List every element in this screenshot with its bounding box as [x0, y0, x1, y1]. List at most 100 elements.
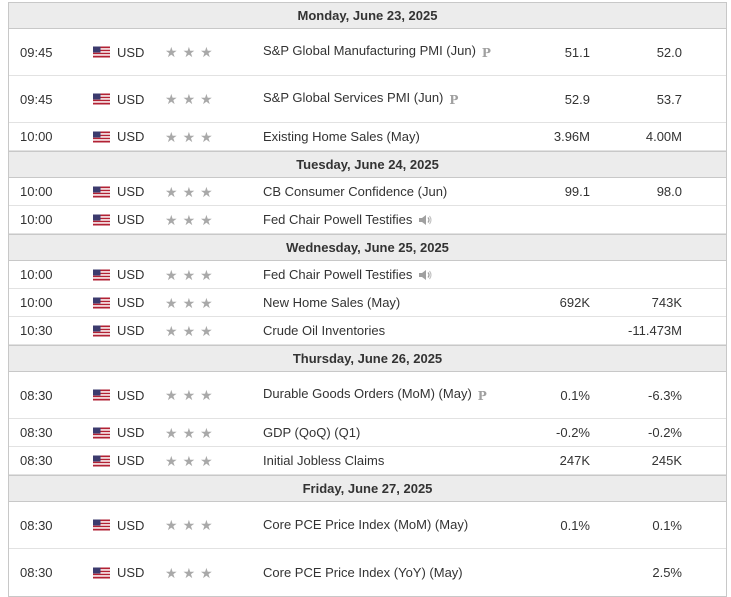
star-icon: ★	[165, 387, 178, 403]
event-name[interactable]: Existing Home Sales (May)	[263, 128, 420, 144]
forecast-value: 2.5%	[652, 565, 682, 580]
star-icon: ★	[165, 128, 178, 145]
event-name[interactable]: S&P Global Services PMI (Jun)	[263, 90, 444, 105]
event-time: 09:45	[20, 91, 53, 107]
day-header: Monday, June 23, 2025	[9, 2, 726, 29]
star-icon: ★	[165, 452, 178, 469]
importance-stars: ★ ★ ★	[165, 317, 213, 344]
day-header: Thursday, June 26, 2025	[9, 345, 726, 372]
event-row[interactable]: 09:45 USD ★ ★ ★ S&P Global Manufacturing P…	[9, 29, 726, 76]
event-name-cell[interactable]: CB Consumer Confidence (Jun)	[263, 178, 513, 205]
event-name-cell[interactable]: Core PCE Price Index (YoY) (May)	[263, 549, 513, 596]
event-name-cell[interactable]: Initial Jobless Claims	[263, 447, 513, 474]
event-row[interactable]: 10:00 USD ★ ★ ★ New Home Sales (May) 692K …	[9, 289, 726, 317]
day-header: Friday, June 27, 2025	[9, 475, 726, 502]
actual-value: 0.1%	[560, 517, 590, 533]
event-name-cell[interactable]: Durable Goods Orders (MoM) (May) P	[263, 372, 513, 418]
event-name[interactable]: Durable Goods Orders (MoM) (May)	[263, 386, 472, 401]
event-name[interactable]: New Home Sales (May)	[263, 294, 401, 310]
event-time: 08:30	[20, 565, 53, 580]
star-icon: ★	[200, 294, 213, 311]
star-icon: ★	[200, 266, 213, 283]
star-icon: ★	[200, 44, 213, 60]
importance-stars: ★ ★ ★	[165, 206, 213, 233]
event-row[interactable]: 08:30 USD ★ ★ ★ GDP (QoQ) (Q1) -0.2% -0.2%	[9, 419, 726, 447]
event-row[interactable]: 08:30 USD ★ ★ ★ Core PCE Price Index (MoM)…	[9, 502, 726, 549]
economic-calendar: Monday, June 23, 2025 09:45 USD ★ ★ ★ S&P …	[8, 2, 727, 597]
event-name-cell[interactable]: Crude Oil Inventories	[263, 317, 513, 344]
star-icon: ★	[182, 91, 196, 107]
currency-code: USD	[117, 184, 145, 199]
event-name-cell[interactable]: Fed Chair Powell Testifies	[263, 261, 513, 288]
star-icon: ★	[200, 183, 213, 200]
star-icon: ★	[200, 91, 213, 107]
actual-value: 247K	[559, 453, 590, 468]
actual-value: 52.9	[564, 91, 590, 107]
actual-value: 3.96M	[553, 129, 590, 144]
importance-stars: ★ ★ ★	[165, 372, 213, 418]
event-row[interactable]: 10:00 USD ★ ★ ★ Existing Home Sales (May) …	[9, 123, 726, 151]
currency-code: USD	[117, 453, 145, 468]
event-name[interactable]: S&P Global Manufacturing PMI (Jun)	[263, 43, 476, 58]
star-icon: ★	[200, 517, 213, 533]
event-time: 09:45	[20, 44, 53, 60]
actual-value: -0.2%	[556, 425, 590, 440]
currency-code: USD	[117, 323, 145, 338]
event-name[interactable]: Fed Chair Powell Testifies	[263, 266, 413, 282]
us-flag-icon	[93, 214, 110, 225]
star-icon: ★	[182, 294, 196, 311]
preliminary-p-icon: P	[449, 93, 459, 107]
event-row[interactable]: 08:30 USD ★ ★ ★ Core PCE Price Index (YoY)…	[9, 549, 726, 596]
event-name-cell[interactable]: Fed Chair Powell Testifies	[263, 206, 513, 233]
event-name[interactable]: Crude Oil Inventories	[263, 322, 386, 338]
us-flag-icon	[93, 519, 110, 531]
event-time: 10:00	[20, 129, 53, 144]
importance-stars: ★ ★ ★	[165, 76, 213, 122]
forecast-value: 52.0	[656, 44, 682, 60]
event-time: 08:30	[20, 387, 53, 403]
event-time: 10:00	[20, 184, 53, 199]
star-icon: ★	[165, 424, 178, 441]
event-name[interactable]: Core PCE Price Index (MoM) (May)	[263, 517, 469, 532]
star-icon: ★	[165, 294, 178, 311]
event-name[interactable]: GDP (QoQ) (Q1)	[263, 424, 361, 440]
us-flag-icon	[93, 325, 110, 336]
forecast-value: 53.7	[656, 91, 682, 107]
event-name[interactable]: Fed Chair Powell Testifies	[263, 211, 413, 227]
star-icon: ★	[182, 424, 196, 441]
importance-stars: ★ ★ ★	[165, 29, 213, 75]
event-row[interactable]: 09:45 USD ★ ★ ★ S&P Global Services PMI (J…	[9, 76, 726, 123]
currency-code: USD	[117, 44, 145, 60]
event-row[interactable]: 08:30 USD ★ ★ ★ Initial Jobless Claims 247…	[9, 447, 726, 475]
event-name-cell[interactable]: New Home Sales (May)	[263, 289, 513, 316]
importance-stars: ★ ★ ★	[165, 419, 213, 446]
event-name[interactable]: Core PCE Price Index (YoY) (May)	[263, 564, 463, 580]
event-row[interactable]: 10:00 USD ★ ★ ★ Fed Chair Powell Testifies	[9, 206, 726, 234]
event-name-cell[interactable]: S&P Global Manufacturing PMI (Jun) P	[263, 29, 513, 75]
currency-code: USD	[117, 517, 145, 533]
event-time: 08:30	[20, 453, 53, 468]
event-name-cell[interactable]: GDP (QoQ) (Q1)	[263, 419, 513, 446]
event-row[interactable]: 10:00 USD ★ ★ ★ CB Consumer Confidence (Ju…	[9, 178, 726, 206]
importance-stars: ★ ★ ★	[165, 289, 213, 316]
actual-value: 51.1	[564, 44, 590, 60]
event-time: 10:30	[20, 323, 53, 338]
currency-code: USD	[117, 565, 145, 580]
event-name[interactable]: CB Consumer Confidence (Jun)	[263, 183, 448, 199]
currency-code: USD	[117, 295, 145, 310]
event-name-cell[interactable]: Core PCE Price Index (MoM) (May)	[263, 502, 513, 548]
forecast-value: 98.0	[656, 184, 682, 199]
event-time: 08:30	[20, 517, 53, 533]
star-icon: ★	[200, 424, 213, 441]
preliminary-p-icon: P	[481, 46, 491, 60]
event-name-cell[interactable]: Existing Home Sales (May)	[263, 123, 513, 150]
event-time: 10:00	[20, 267, 53, 282]
event-row[interactable]: 10:30 USD ★ ★ ★ Crude Oil Inventories -11.…	[9, 317, 726, 345]
event-row[interactable]: 10:00 USD ★ ★ ★ Fed Chair Powell Testifies	[9, 261, 726, 289]
event-name-cell[interactable]: S&P Global Services PMI (Jun) P	[263, 76, 513, 122]
us-flag-icon	[93, 46, 110, 58]
importance-stars: ★ ★ ★	[165, 549, 213, 596]
event-name[interactable]: Initial Jobless Claims	[263, 452, 385, 468]
importance-stars: ★ ★ ★	[165, 447, 213, 474]
event-row[interactable]: 08:30 USD ★ ★ ★ Durable Goods Orders (MoM)…	[9, 372, 726, 419]
